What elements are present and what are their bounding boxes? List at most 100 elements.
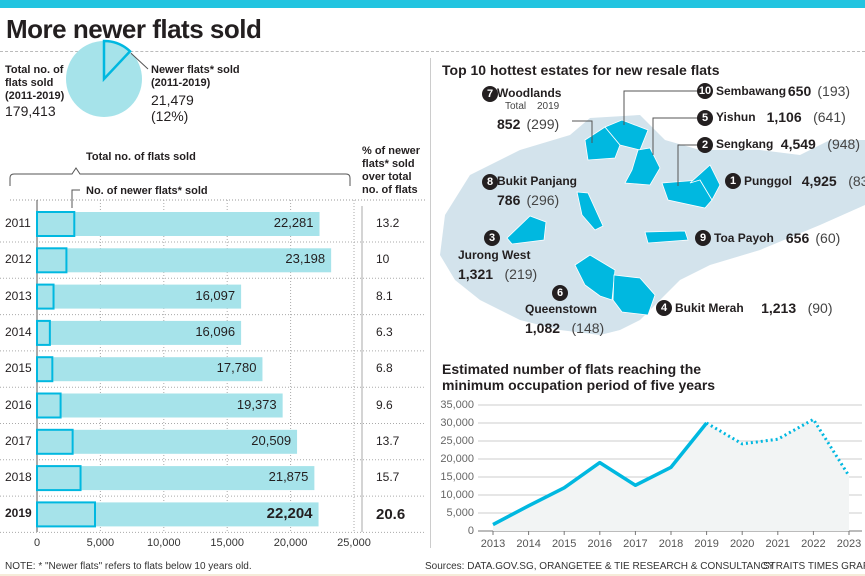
pct-value: 13.2 [376, 216, 400, 230]
estate-name: Queenstown [525, 302, 598, 316]
year-label: 2016 [5, 397, 32, 412]
bar-newer [36, 283, 55, 310]
year-label: 2015 [5, 361, 32, 376]
estate-2019: (299) [526, 116, 560, 132]
total-brace [9, 167, 351, 186]
bar-value-label: 22,281 [273, 215, 314, 230]
y-tick-label: 5,000 [446, 507, 474, 519]
year-label: 2017 [5, 433, 32, 448]
pie-newer-value: 21,479 [151, 92, 194, 108]
x-tick-label: 2021 [765, 538, 791, 550]
y-tick-label: 0 [467, 525, 474, 537]
line-series-projected [705, 417, 851, 477]
bar-newer [36, 501, 96, 528]
x-tick-label: 10,000 [146, 537, 181, 549]
rank-badge: 3 [484, 230, 500, 246]
estate-2019: (148) [571, 320, 605, 336]
estate-name: Punggol [744, 174, 792, 188]
rank-badge: 9 [695, 230, 711, 246]
x-tick-label: 2019 [694, 538, 719, 550]
legend-total: Total no. of flats sold [86, 151, 196, 163]
year-label: 2013 [5, 288, 32, 303]
y-tick-label: 10,000 [440, 489, 474, 501]
pie-newer-label: Newer flats* sold (2011-2019) [151, 64, 240, 89]
estate-2019: (90) [807, 300, 833, 316]
credit: STRAITS TIMES GRAPHICS [763, 561, 865, 572]
y-tick-label: 25,000 [440, 435, 474, 447]
x-tick-label: 0 [33, 537, 41, 549]
estate-queenstown [574, 254, 616, 301]
bar-value-label: 20,509 [251, 432, 292, 448]
estate-jurong-west [506, 215, 547, 245]
estate-sembawang [604, 119, 649, 151]
line-chart-title: Estimated number of flats reaching the m… [442, 361, 716, 393]
x-tick-label: 15,000 [210, 537, 245, 549]
bar-value-label: 23,198 [285, 251, 326, 267]
bar-newer [36, 247, 68, 274]
pie-total-label: Total no. of flats sold (2011-2019) [5, 64, 65, 102]
estate-name: Bukit Panjang [497, 174, 578, 188]
bar-total [37, 466, 315, 491]
estate-bukit-panjang [576, 191, 604, 231]
pct-value: 6.3 [376, 324, 393, 339]
estate-bukit-merah [612, 274, 656, 316]
bar-newer [36, 319, 51, 346]
bar-newer [36, 356, 54, 383]
pct-value: 8.1 [376, 288, 393, 303]
bar-newer [36, 211, 76, 237]
pie-total-value: 179,413 [5, 103, 56, 119]
estate-woodlands [584, 126, 621, 161]
page-edge [0, 574, 865, 576]
map-title: Top 10 hottest estates for new resale fl… [442, 62, 720, 78]
legend-newer: No. of newer flats* sold [86, 185, 208, 197]
estate-yishun [624, 147, 661, 186]
pie-newer-pct: (12%) [151, 108, 189, 124]
map-leader [623, 90, 697, 125]
page-title: More newer flats sold [6, 14, 262, 44]
x-tick-label: 2014 [516, 538, 541, 550]
x-tick-label: 2015 [551, 538, 577, 550]
pct-value: 15.7 [376, 470, 400, 485]
estate-2019: (219) [504, 266, 538, 282]
estate-name: Yishun [716, 110, 756, 124]
x-tick-label: 2020 [729, 538, 755, 550]
estate-2019: (834) [848, 173, 865, 189]
pct-value: 9.6 [376, 397, 393, 412]
bar-value-label: 17,780 [216, 360, 257, 376]
pct-value: 20.6 [376, 506, 406, 524]
bar-value-label: 16,096 [195, 323, 236, 339]
year-label: 2018 [5, 470, 32, 485]
estate-name: Toa Payoh [714, 231, 774, 245]
bar-total [37, 357, 263, 382]
estate-2019: (948) [827, 136, 860, 152]
estate-total: 1,213 [761, 300, 797, 316]
top-accent-bar [0, 0, 865, 8]
pct-value: 13.7 [376, 433, 400, 448]
x-tick-label: 2018 [658, 538, 684, 550]
x-tick-label: 2013 [480, 538, 506, 550]
y-tick-label: 20,000 [440, 453, 474, 465]
x-tick-label: 25,000 [337, 537, 371, 549]
estate-map [440, 90, 865, 335]
estate-total: 1,082 [525, 320, 561, 336]
estate-2019: (641) [813, 109, 846, 125]
divider [430, 58, 431, 548]
line-area [493, 419, 849, 531]
bar-total [37, 393, 283, 418]
y-tick-label: 15,000 [440, 471, 474, 483]
estate-punggol [689, 164, 721, 201]
pct-value: 10 [376, 252, 390, 267]
bar-newer [36, 392, 62, 419]
year-label: 2011 [5, 216, 31, 230]
island-shape [440, 115, 865, 335]
pie-chart [66, 39, 149, 117]
x-tick-label: 2016 [587, 538, 613, 550]
map-leader [652, 117, 697, 155]
rank-badge: 10 [697, 83, 713, 99]
estate-total: 1,321 [458, 266, 494, 282]
rank-badge: 1 [725, 173, 741, 189]
map-leader [572, 120, 593, 143]
year-label: 2012 [5, 252, 32, 267]
estate-name: Sengkang [716, 137, 774, 151]
